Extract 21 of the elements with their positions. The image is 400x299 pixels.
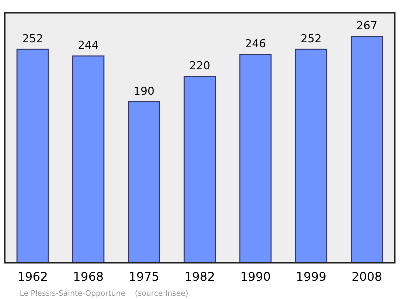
data-label: 244 [78,39,100,52]
x-tick-label: 1975 [129,270,160,284]
data-label: 190 [134,84,155,98]
x-tick-label: 1990 [240,270,271,284]
bar [184,76,216,264]
data-label: 252 [300,32,322,46]
x-tick-label: 1968 [73,270,104,284]
data-label: 252 [22,32,44,46]
x-tick-label: 1999 [296,270,327,284]
bar [128,101,160,264]
x-tick-label: 1982 [184,270,216,284]
bar [295,48,328,264]
bar [16,48,49,264]
x-tick-label: 1962 [18,270,48,284]
x-tick-label: 2008 [352,270,382,284]
bar [240,54,272,264]
data-label: 246 [245,38,266,51]
bar [351,36,384,264]
data-label: 220 [190,60,210,73]
bar [72,56,105,264]
data-label: 267 [356,20,378,33]
